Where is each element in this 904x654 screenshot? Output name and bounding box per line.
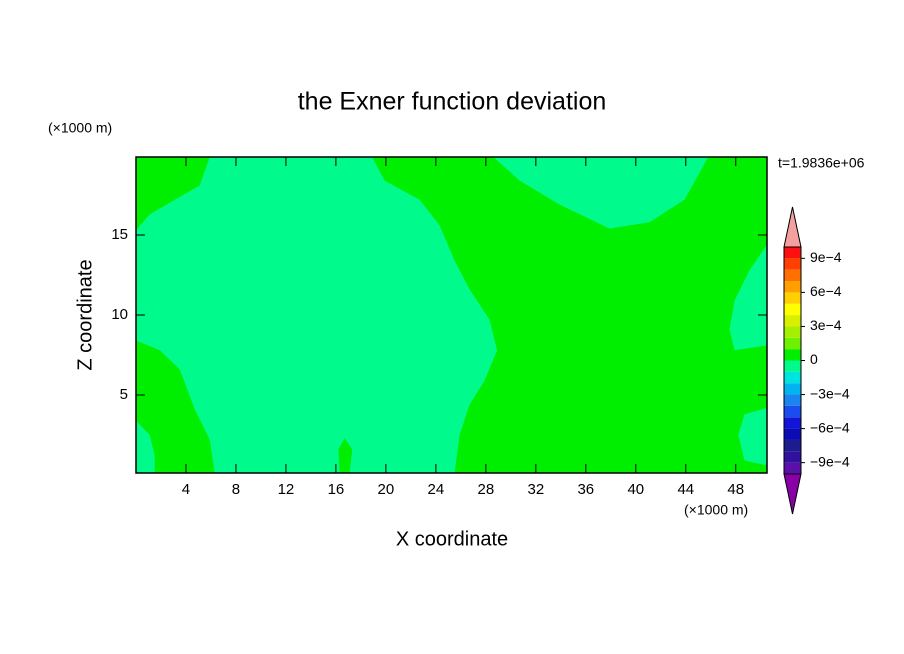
colorbar-band bbox=[784, 281, 801, 293]
contour-region bbox=[136, 420, 155, 473]
x-tick-label: 12 bbox=[278, 481, 295, 498]
contour-region bbox=[738, 407, 767, 466]
axes: 4 8 12 16 20 24 28 32 36 40 44 4851015−9e−4−6e−4−3e… bbox=[111, 156, 850, 515]
x-tick-label: 48 bbox=[727, 481, 744, 498]
colorbar-band bbox=[784, 439, 801, 452]
colorbar-tick-label: −9e−4 bbox=[810, 453, 850, 469]
colorbar-tick-label: 6e−4 bbox=[810, 283, 842, 299]
x-tick-label: 28 bbox=[478, 481, 495, 498]
colorbar-band bbox=[784, 337, 801, 350]
colorbar-band bbox=[784, 405, 801, 418]
colorbar-band bbox=[784, 462, 801, 474]
colorbar-extend-low bbox=[783, 473, 802, 515]
colorbar-tick-label: 9e−4 bbox=[810, 249, 842, 265]
plot-area bbox=[136, 157, 767, 473]
y-tick-label: 15 bbox=[111, 226, 128, 243]
colorbar-tick-label: 3e−4 bbox=[810, 317, 842, 333]
x-tick-label: 36 bbox=[577, 481, 594, 498]
y-tick-label: 10 bbox=[111, 306, 128, 323]
x-tick-label: 20 bbox=[378, 481, 395, 498]
x-unit: (×1000 m) bbox=[684, 502, 748, 518]
colorbar-band bbox=[784, 394, 801, 406]
contour-region bbox=[729, 244, 767, 351]
x-tick-label: 8 bbox=[232, 481, 240, 498]
x-tick-label: 40 bbox=[627, 481, 644, 498]
x-axis-label: X coordinate bbox=[396, 528, 508, 550]
colorbar-band bbox=[784, 326, 801, 338]
x-tick-label: 32 bbox=[527, 481, 544, 498]
colorbar-band bbox=[784, 269, 801, 282]
colorbar-band bbox=[784, 247, 801, 259]
colorbar-tick-label: 0 bbox=[810, 351, 818, 367]
x-tick-label: 44 bbox=[677, 481, 694, 498]
colorbar-band bbox=[784, 371, 801, 384]
colorbar-extend-high bbox=[783, 206, 802, 248]
x-tick-label: 4 bbox=[182, 481, 190, 498]
colorbar-tick-label: −6e−4 bbox=[810, 419, 850, 435]
colorbar-band bbox=[784, 258, 801, 270]
colorbar-band bbox=[784, 303, 801, 316]
colorbar-band bbox=[784, 315, 801, 327]
x-tick-label: 24 bbox=[428, 481, 445, 498]
x-tick-label: 16 bbox=[328, 481, 345, 498]
y-tick-label: 5 bbox=[120, 386, 128, 403]
colorbar-band bbox=[784, 417, 801, 429]
time-annotation: t=1.9836e+06 bbox=[778, 155, 865, 171]
colorbar-band bbox=[784, 360, 801, 372]
y-unit: (×1000 m) bbox=[48, 120, 112, 136]
y-axis-label: Z coordinate bbox=[74, 259, 96, 370]
colorbar-band bbox=[784, 292, 801, 304]
contour-region bbox=[136, 157, 498, 473]
colorbar-band bbox=[784, 383, 801, 395]
colorbar-band bbox=[784, 451, 801, 463]
colorbar-band bbox=[784, 428, 801, 440]
contour-region bbox=[338, 438, 353, 473]
contour-region bbox=[493, 157, 709, 229]
colorbar-tick-label: −3e−4 bbox=[810, 385, 850, 401]
colorbar-band bbox=[784, 349, 801, 361]
chart-title: the Exner function deviation bbox=[298, 88, 607, 116]
